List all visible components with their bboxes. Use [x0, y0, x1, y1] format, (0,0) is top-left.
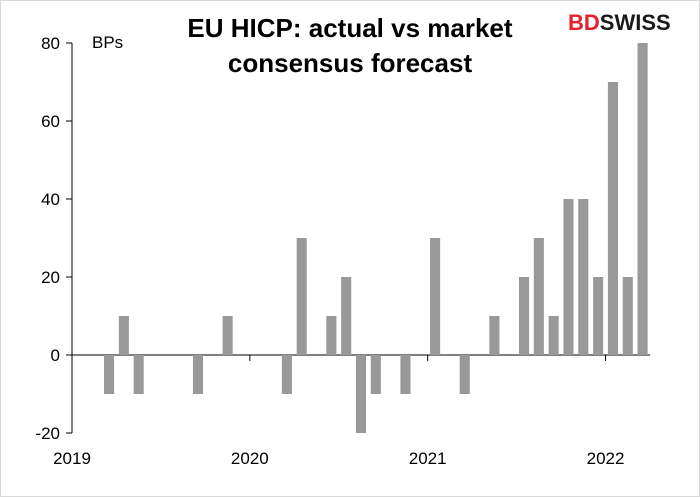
- bar-2020-07: [341, 277, 352, 355]
- y-tick-label: 60: [41, 112, 60, 131]
- bar-2020-03: [281, 355, 292, 394]
- bar-2019-05: [133, 355, 144, 394]
- chart-title-line-1: EU HICP: actual vs market: [187, 13, 512, 43]
- x-tick-label: 2021: [409, 449, 447, 468]
- bar-2020-09: [370, 355, 381, 394]
- bar-2020-06: [326, 316, 337, 355]
- y-tick-label: -20: [35, 424, 60, 443]
- bar-2019-11: [222, 316, 233, 355]
- bar-2021-01: [430, 238, 441, 355]
- y-tick-label: 40: [41, 190, 60, 209]
- bar-2022-01: [607, 82, 618, 355]
- bar-2019-03: [104, 355, 115, 394]
- bar-2022-02: [622, 277, 633, 355]
- bar-2021-07: [518, 277, 530, 355]
- bar-2020-11: [400, 355, 411, 394]
- logo-text: BDSWISS: [568, 10, 671, 35]
- bar-2021-08: [533, 238, 544, 355]
- x-tick-labels: 2019 2020 2021 2022: [53, 449, 624, 468]
- bar-2021-12: [593, 277, 604, 355]
- bar-2021-09: [548, 316, 559, 355]
- bar-2021-10: [563, 199, 574, 355]
- logo-part-bd: BD: [568, 10, 600, 35]
- y-tick-labels: -20 0 20 40 60 80: [35, 34, 60, 443]
- x-tick-label: 2019: [53, 449, 91, 468]
- bar-2020-04: [296, 238, 307, 355]
- y-tick-label: 0: [51, 346, 60, 365]
- bar-2020-08: [355, 355, 367, 433]
- y-tick-label: 80: [41, 34, 60, 53]
- bar-2021-05: [489, 316, 500, 355]
- x-tick-label: 2022: [587, 449, 625, 468]
- bdswiss-logo: BDSWISS: [568, 10, 671, 35]
- bar-2019-09: [192, 355, 204, 394]
- unit-label: BPs: [92, 33, 123, 52]
- bar-2022-03: [637, 43, 648, 355]
- y-tick-label: 20: [41, 268, 60, 287]
- chart-title-line-2: consensus forecast: [228, 48, 473, 78]
- bar-2019-04: [118, 316, 129, 355]
- x-tick-label: 2020: [231, 449, 269, 468]
- bar-series: [104, 43, 648, 433]
- bar-2021-03: [459, 355, 470, 394]
- logo-part-swiss: SWISS: [600, 10, 671, 35]
- bar-2021-11: [578, 199, 589, 355]
